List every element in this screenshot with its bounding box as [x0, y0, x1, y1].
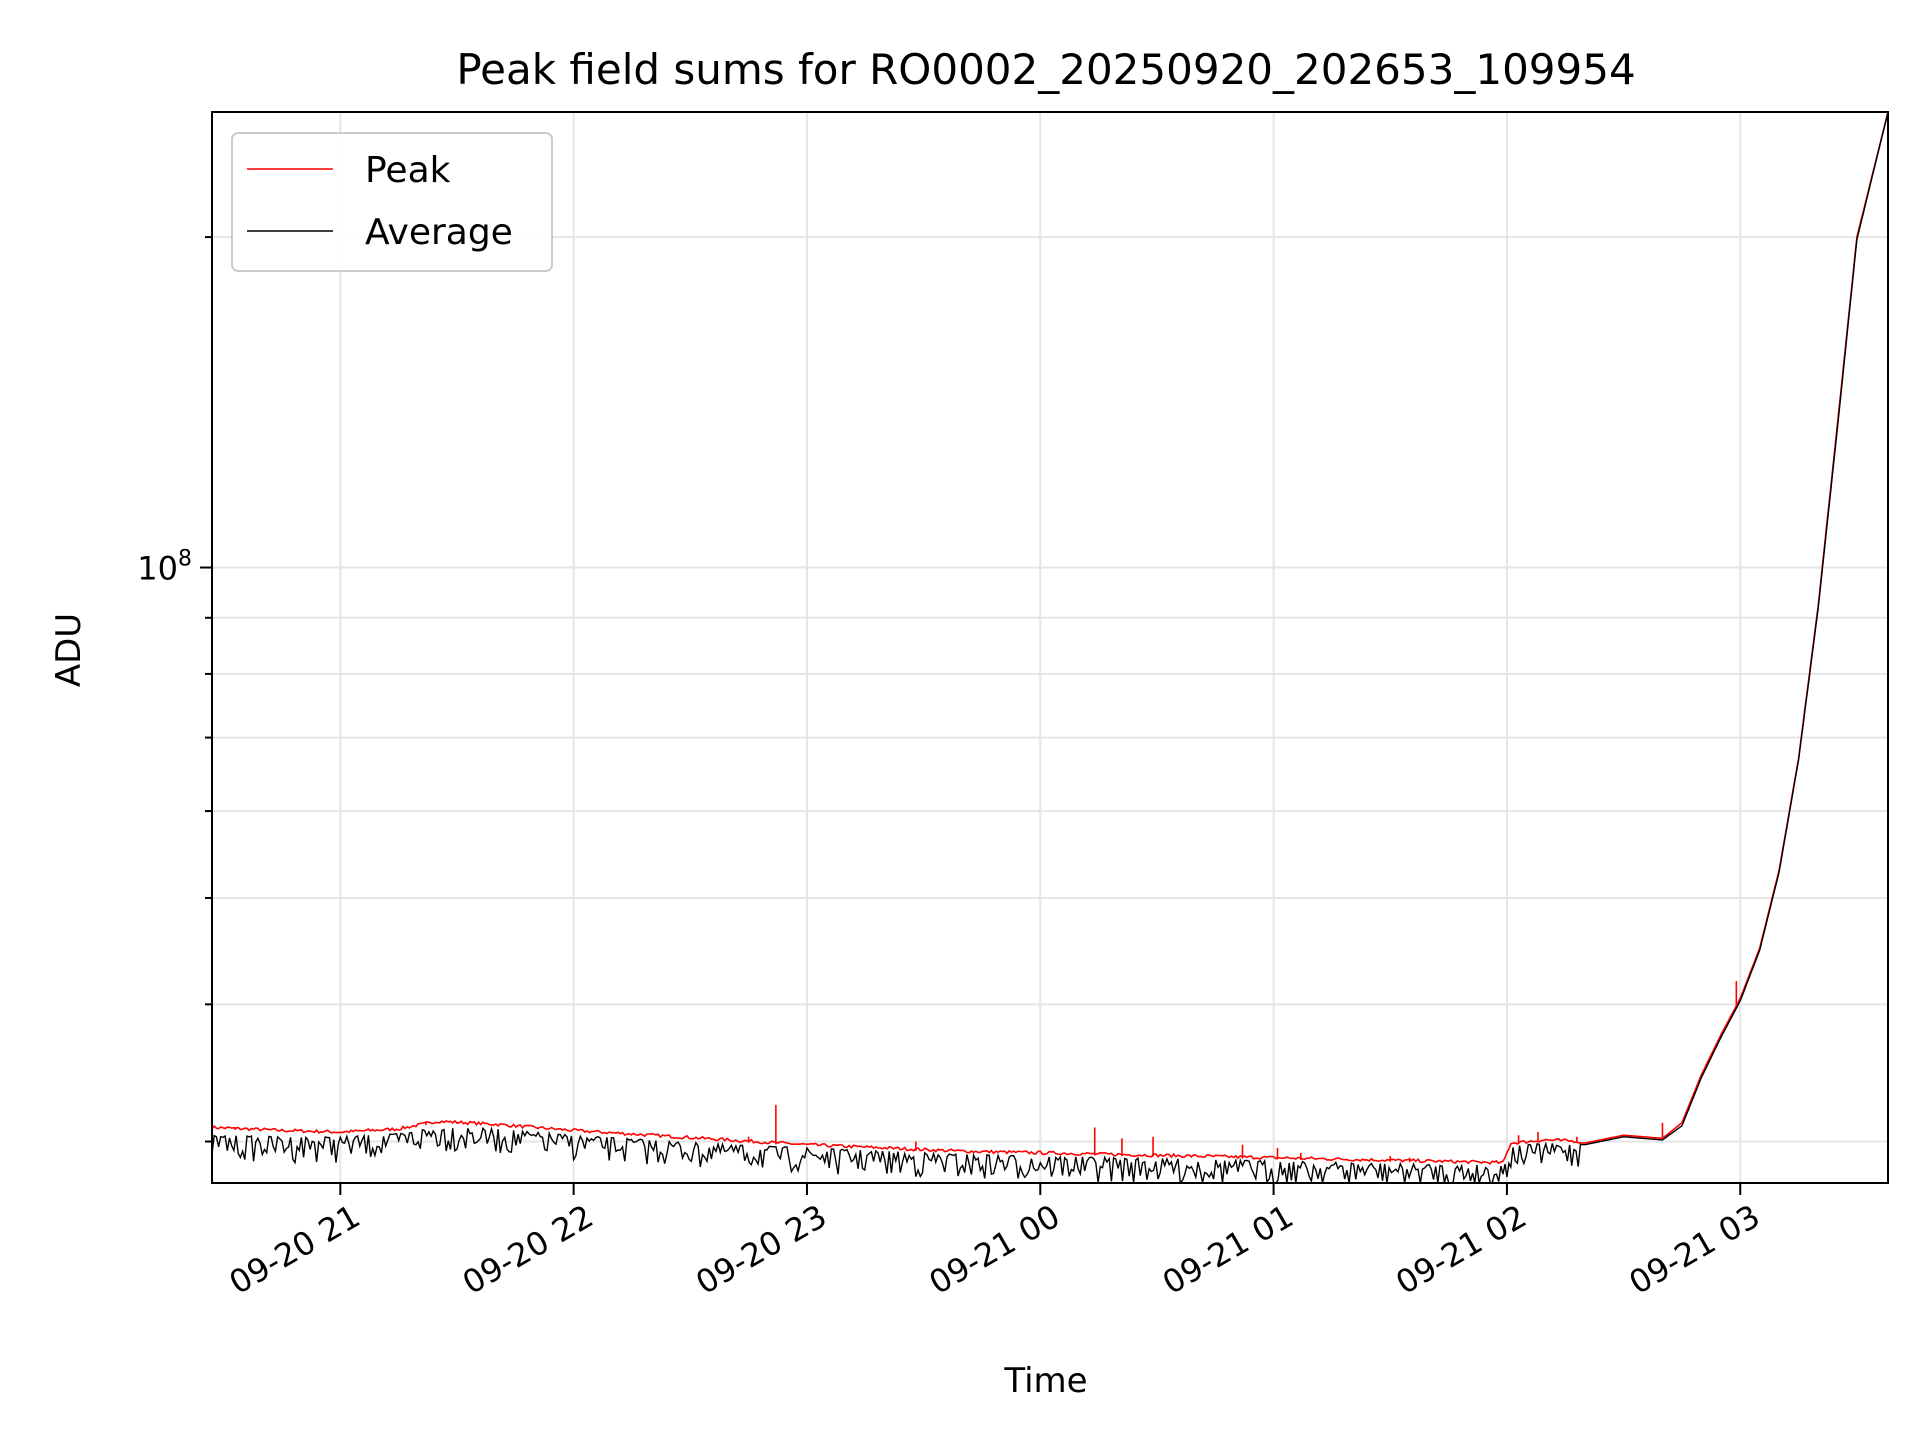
plot-area: [212, 112, 1888, 1183]
series-peak-line: [212, 112, 1888, 1165]
grid: [212, 112, 1888, 1183]
chart-title: Peak field sums for RO0002_20250920_2026…: [456, 45, 1635, 94]
axes-frame: [211, 111, 1889, 1184]
legend-box: [231, 132, 553, 272]
y-axis-label: ADU: [49, 613, 89, 687]
x-axis-label: Time: [1003, 1361, 1087, 1401]
legend-peak-label: Peak: [365, 150, 451, 191]
y-tick-label: 108: [137, 547, 192, 588]
series-average-line: [212, 112, 1888, 1183]
legend: Peak Average: [231, 132, 553, 272]
legend-average-label: Average: [365, 212, 513, 253]
